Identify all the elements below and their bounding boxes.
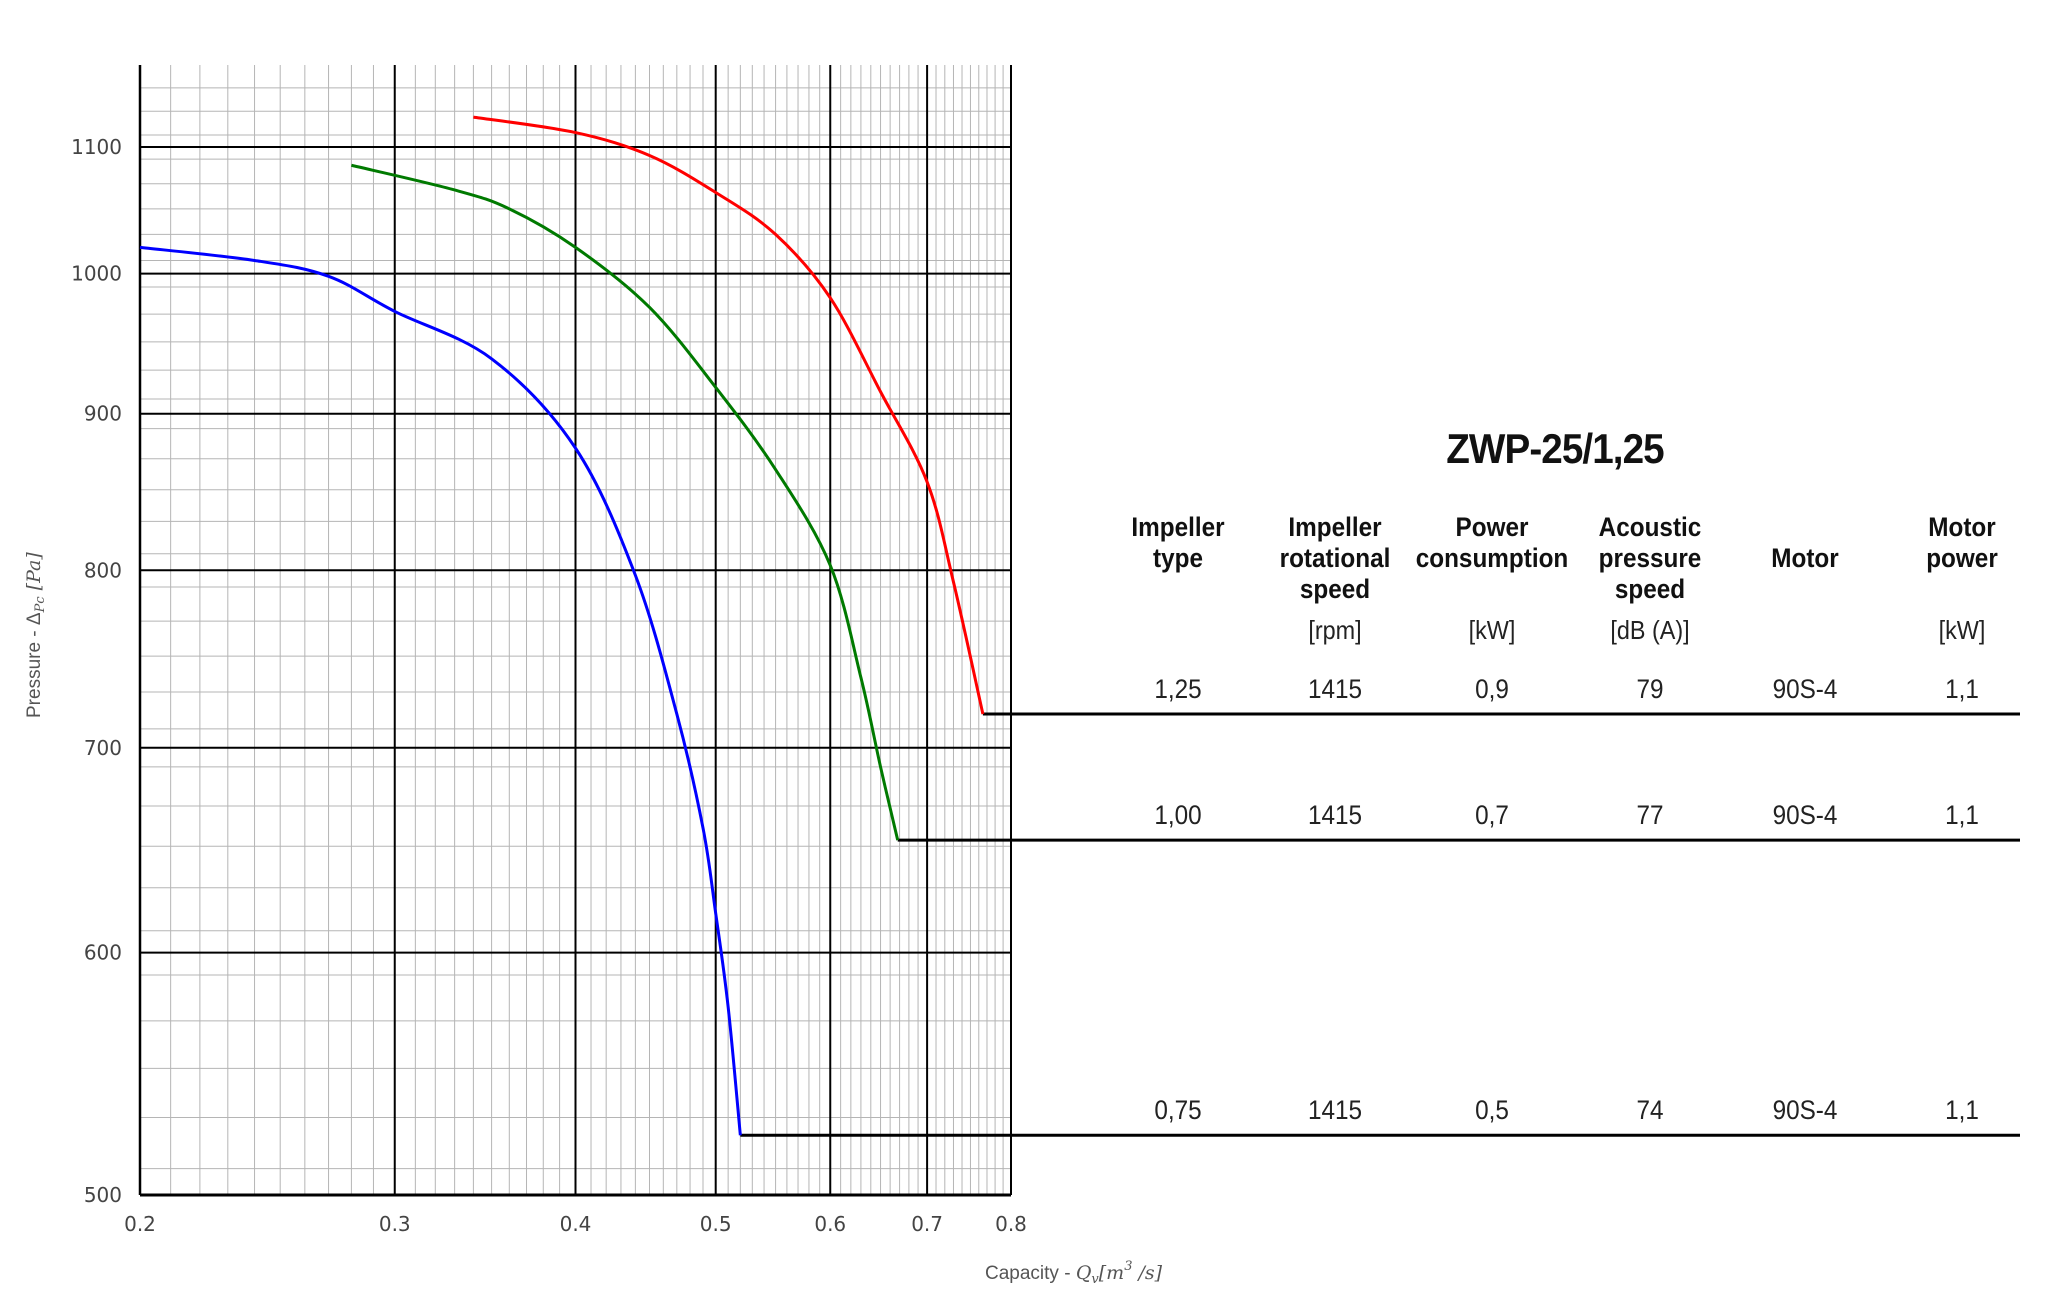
y-tick-label: 1000 (71, 262, 122, 286)
y-tick-label: 700 (84, 736, 122, 760)
y-tick-labels: 500 600 700 800 900 1000 1100 (71, 135, 122, 1207)
plot-axes (138, 65, 1012, 1197)
y-tick-label: 800 (84, 558, 122, 582)
y-tick-label: 500 (84, 1183, 122, 1207)
major-grid (140, 65, 1011, 1195)
y-axis-title: Pressure - ΔPc [Pa] (23, 552, 48, 718)
x-axis-title: Capacity - Qv[m3 /s] (985, 1259, 1163, 1287)
x-tick-label: 0.7 (911, 1212, 943, 1236)
y-tick-label: 1100 (71, 135, 122, 159)
performance-curve-3 (139, 245, 742, 1136)
performance-curve-1 (473, 115, 985, 715)
x-tick-label: 0.4 (560, 1212, 592, 1236)
y-tick-label: 600 (84, 941, 122, 965)
x-tick-label: 0.5 (700, 1212, 732, 1236)
x-tick-labels: 0.2 0.3 0.4 0.5 0.6 0.7 0.8 (124, 1212, 1027, 1236)
x-tick-label: 0.2 (124, 1212, 156, 1236)
x-tick-label: 0.8 (995, 1212, 1027, 1236)
x-tick-label: 0.6 (814, 1212, 846, 1236)
performance-curve-2 (351, 163, 900, 841)
x-tick-label: 0.3 (379, 1212, 411, 1236)
y-tick-label: 900 (84, 402, 122, 426)
curve-series (139, 115, 985, 1136)
curve-leader-lines (740, 712, 2020, 1137)
